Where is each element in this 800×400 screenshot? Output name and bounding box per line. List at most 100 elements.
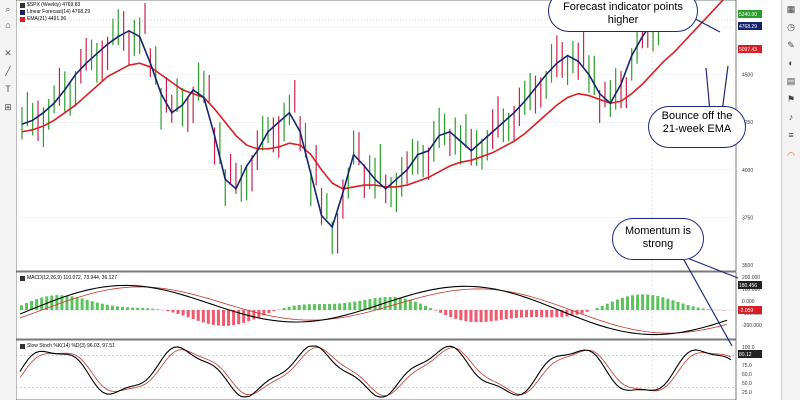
macd-histogram-bar: [631, 295, 635, 310]
macd-legend: MACD(12,26,9) 110.072, 73.944, 36.127: [20, 275, 117, 282]
macd-histogram-bar: [166, 310, 170, 312]
forecast-callout: Forecast indicator points higher: [548, 0, 698, 32]
macd-histogram-bar: [696, 307, 700, 310]
macd-histogram-bar: [297, 304, 301, 310]
macd-hist-label-box: [738, 306, 762, 314]
macd-histogram-bar: [353, 301, 357, 310]
home-icon[interactable]: ⌂: [5, 20, 11, 30]
macd-histogram-bar: [333, 303, 337, 310]
bounce-callout: Bounce off the 21-week EMA: [648, 106, 746, 148]
macd-histogram-bar: [222, 310, 225, 326]
macd-histogram-bar: [666, 298, 670, 310]
macd-histogram-bar: [348, 302, 352, 310]
macd-histogram-bar: [292, 305, 296, 310]
macd-histogram-bar: [368, 298, 372, 310]
stoch-label-box: [738, 350, 762, 358]
tools-icon[interactable]: ✕: [4, 48, 12, 58]
text-icon[interactable]: T: [5, 84, 11, 94]
macd-histogram-bar: [656, 296, 660, 310]
macd-histogram-bar: [25, 303, 29, 310]
rainbow-icon[interactable]: ◠: [787, 150, 795, 160]
macd-histogram-bar: [85, 299, 89, 310]
macd-histogram-bar: [50, 295, 54, 310]
macd-histogram-bar: [641, 294, 645, 310]
clock-icon[interactable]: ◷: [787, 22, 795, 32]
macd-histogram-bar: [686, 305, 690, 310]
price-axis-tick: 3750: [742, 215, 753, 221]
forecast-legend-label: Linear Forecast(14) 4768.29: [27, 9, 91, 15]
macd-histogram-bar: [151, 308, 155, 310]
macd-histogram-bar: [484, 310, 488, 322]
macd-histogram-bar: [620, 297, 624, 310]
macd-histogram-bar: [610, 301, 614, 310]
macd-histogram-bar: [181, 310, 185, 316]
macd-axis-tick: -200.000: [742, 323, 762, 329]
macd-histogram-bar: [509, 310, 513, 319]
macd-histogram-bar: [232, 310, 236, 326]
macd-histogram-bar: [504, 310, 508, 320]
macd-histogram-bar: [65, 295, 69, 310]
stoch-axis-tick: 75.0: [742, 363, 752, 369]
macd-histogram-bar: [540, 310, 544, 318]
macd-histogram-bar: [252, 310, 256, 320]
calendar-icon[interactable]: ▦: [786, 4, 796, 14]
macd-histogram-bar: [126, 307, 130, 310]
stoch-panel: [16, 339, 737, 400]
macd-histogram-bar: [646, 294, 650, 310]
stoch-axis-tick: 50.0: [742, 381, 752, 387]
macd-histogram-bar: [661, 297, 665, 310]
macd-axis-tick: 200.000: [742, 275, 760, 281]
macd-histogram-bar: [115, 306, 119, 310]
momentum-pointer-a: [681, 255, 739, 279]
macd-histogram-bar: [605, 303, 609, 310]
price-axis-tick: 4000: [742, 168, 753, 174]
bounce-pointer-b: [721, 65, 729, 113]
macd-histogram-bar: [40, 297, 44, 310]
stoch-d-line: [19, 346, 732, 397]
macd-histogram-bar: [30, 300, 34, 310]
macd-histogram-bar: [343, 303, 347, 310]
forecast-swatch: [20, 10, 25, 15]
macd-histogram-bar: [676, 301, 680, 310]
macd-histogram-bar: [383, 297, 387, 310]
macd-histogram-bar: [525, 310, 528, 318]
flag-icon[interactable]: ⚑: [786, 94, 796, 104]
macd-histogram-bar: [555, 310, 559, 318]
macd-histogram-bar: [479, 310, 483, 323]
macd-histogram-bar: [141, 308, 145, 310]
macd-histogram-bar: [585, 310, 589, 312]
search-icon[interactable]: ⌕: [5, 4, 11, 14]
macd-histogram-bar: [469, 310, 473, 322]
chart-icon[interactable]: ▤: [786, 76, 796, 86]
macd-histogram-bar: [363, 299, 367, 310]
ruler-icon[interactable]: ╱: [5, 66, 11, 76]
list-icon[interactable]: ≡: [788, 130, 794, 140]
macd-hist-label-text: -2.059: [739, 308, 753, 314]
macd-histogram-bar: [474, 310, 478, 323]
macd-histogram-bar: [302, 304, 306, 310]
macd-histogram-bar: [418, 303, 422, 310]
macd-histogram-bar: [424, 305, 427, 310]
macd-axis-tick: 100.000: [742, 287, 760, 293]
forecast-line: [21, 0, 682, 229]
macd-swatch: [20, 276, 25, 281]
macd-histogram-bar: [242, 310, 246, 323]
macd-histogram-bar: [403, 298, 407, 310]
price-label-box: [738, 10, 762, 18]
macd-histogram-bar: [176, 310, 180, 314]
pencil-icon[interactable]: ✎: [787, 40, 795, 50]
macd-histogram-bar: [636, 294, 640, 310]
momentum-pointer-b: [683, 259, 733, 347]
macd-histogram-bar: [595, 307, 599, 310]
grid-icon[interactable]: ⊞: [4, 102, 12, 112]
chart-canvas: 5200.004750450042504000375035005240.0047…: [16, 0, 762, 400]
macd-histogram-bar: [272, 310, 276, 312]
macd-histogram-bar: [388, 296, 392, 310]
palette-icon[interactable]: ◐: [788, 58, 794, 68]
bell-icon[interactable]: ♪: [788, 112, 794, 122]
macd-histogram-bar: [211, 310, 215, 325]
stoch-legend: Slow Stoch %K(14) %D(3) 96.03, 97.51: [20, 343, 115, 350]
bounce-pointer-a: [705, 67, 711, 113]
macd-histogram-bar: [519, 310, 523, 318]
macd-signal-line: [19, 286, 728, 334]
